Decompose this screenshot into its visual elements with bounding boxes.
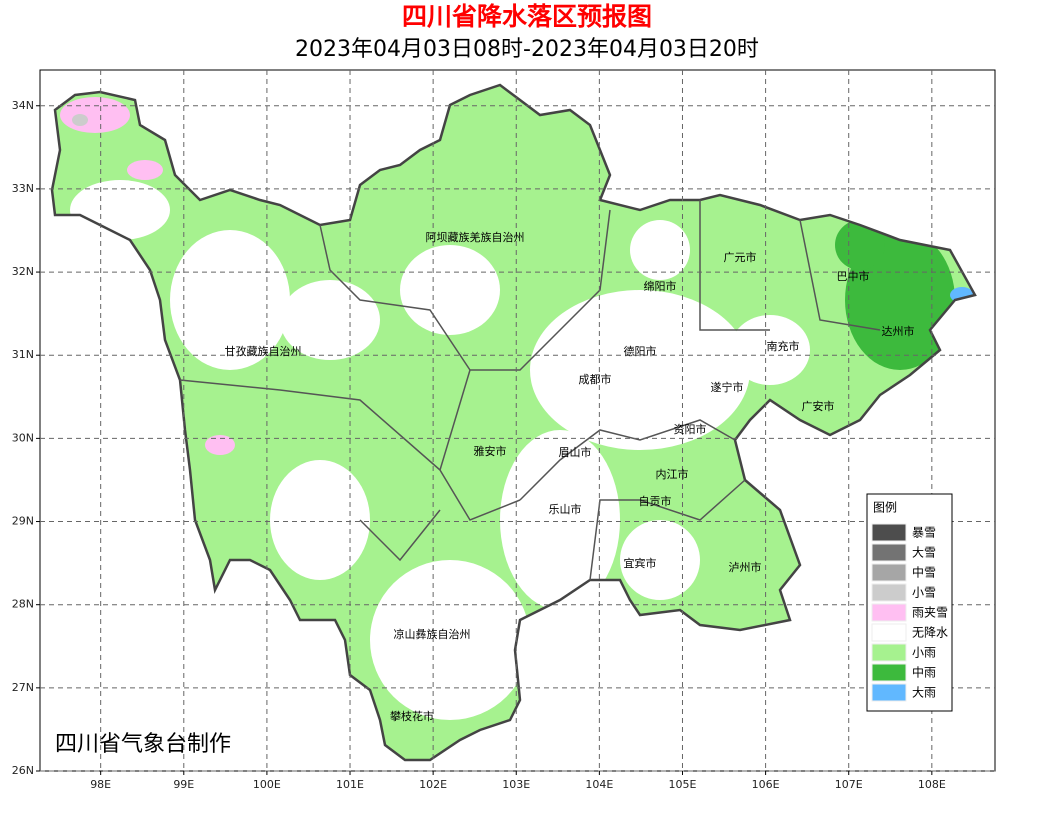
- x-tick-label: 102E: [419, 778, 447, 791]
- region-label: 阿坝藏族羌族自治州: [426, 230, 525, 244]
- x-tick-label: 106E: [752, 778, 780, 791]
- legend-swatch: [871, 603, 907, 622]
- y-tick-label: 30N: [12, 431, 34, 444]
- legend-swatch: [871, 543, 907, 562]
- region-label: 绵阳市: [644, 279, 677, 293]
- city-borders: [179, 200, 881, 581]
- y-tick-label: 29N: [12, 515, 34, 528]
- x-tick-label: 103E: [502, 778, 530, 791]
- region-label: 眉山市: [559, 445, 592, 459]
- legend-swatch: [871, 563, 907, 582]
- legend-swatch: [871, 683, 907, 702]
- legend-swatch: [871, 663, 907, 682]
- region-label: 泸州市: [729, 560, 762, 574]
- region-label: 遂宁市: [711, 380, 744, 394]
- region-label: 宜宾市: [624, 556, 657, 570]
- region-label: 自贡市: [639, 494, 672, 508]
- region-label: 达州市: [882, 324, 915, 338]
- legend-label: 大雪: [912, 546, 936, 560]
- x-tick-label: 104E: [585, 778, 613, 791]
- region-label: 巴中市: [837, 269, 870, 283]
- legend-label: 雨夹雪: [912, 606, 948, 620]
- legend-label: 小雨: [912, 646, 936, 660]
- region-label: 广安市: [802, 399, 835, 413]
- x-tick-label: 107E: [835, 778, 863, 791]
- region-label: 甘孜藏族自治州: [225, 344, 302, 358]
- region-label: 成都市: [579, 372, 612, 386]
- legend-label: 小雪: [912, 586, 936, 600]
- region-label: 乐山市: [549, 502, 582, 516]
- region-label: 雅安市: [474, 444, 507, 458]
- y-tick-label: 28N: [12, 598, 34, 611]
- y-tick-label: 32N: [12, 265, 34, 278]
- region-label: 攀枝花市: [390, 709, 434, 723]
- legend-label: 中雪: [912, 565, 936, 580]
- x-tick-label: 100E: [253, 778, 281, 791]
- region-label: 资阳市: [674, 422, 707, 436]
- x-tick-label: 98E: [90, 778, 111, 791]
- legend-title: 图例: [873, 501, 897, 515]
- x-tick-label: 105E: [669, 778, 697, 791]
- legend-swatch: [871, 643, 907, 662]
- credit: 四川省气象台制作: [55, 732, 231, 757]
- legend-label: 中雨: [912, 665, 936, 680]
- region-label: 凉山彝族自治州: [394, 627, 471, 641]
- x-tick-label: 101E: [336, 778, 364, 791]
- legend-label: 大雨: [912, 686, 936, 700]
- y-tick-label: 33N: [12, 182, 34, 195]
- region-label: 南充市: [767, 339, 800, 353]
- y-tick-label: 31N: [12, 348, 34, 361]
- region-label: 德阳市: [624, 344, 657, 358]
- legend-swatch: [871, 523, 907, 542]
- x-tick-label: 99E: [173, 778, 194, 791]
- y-tick-label: 26N: [12, 764, 34, 777]
- legend-label: 无降水: [912, 626, 948, 640]
- subtitle: 2023年04月03日08时-2023年04月03日20时: [295, 37, 759, 62]
- x-tick-label: 108E: [918, 778, 946, 791]
- legend-swatch: [871, 623, 907, 642]
- region-label: 广元市: [724, 250, 757, 264]
- region-label: 内江市: [656, 467, 689, 481]
- legend-swatch: [871, 583, 907, 602]
- grid: [40, 70, 995, 772]
- y-tick-label: 34N: [12, 99, 34, 112]
- y-tick-label: 27N: [12, 681, 34, 694]
- legend-label: 暴雪: [912, 526, 936, 540]
- title: 四川省降水落区预报图: [402, 2, 652, 31]
